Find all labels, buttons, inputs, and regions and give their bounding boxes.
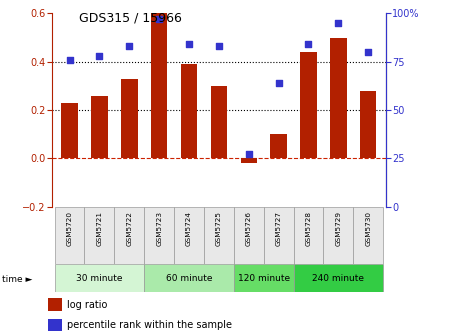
Text: 60 minute: 60 minute (166, 274, 212, 283)
Bar (174, 207, 204, 264)
Bar (48, 319, 62, 331)
Bar (114, 207, 144, 264)
Point (155, 16, 163, 22)
Point (185, 42, 193, 47)
Text: GDS315 / 15966: GDS315 / 15966 (79, 12, 181, 25)
Bar (121, 79, 137, 158)
Bar (360, 91, 376, 158)
Text: GSM5730: GSM5730 (365, 211, 371, 246)
Bar (211, 86, 227, 158)
Text: GSM5720: GSM5720 (66, 211, 73, 246)
Bar (353, 207, 383, 264)
Bar (234, 207, 264, 264)
Text: GSM5727: GSM5727 (276, 211, 282, 246)
Bar (323, 207, 353, 264)
Bar (241, 158, 257, 163)
Text: GSM5722: GSM5722 (126, 211, 132, 246)
Point (245, 152, 252, 157)
Text: log ratio: log ratio (67, 300, 107, 309)
Bar (234, 264, 294, 292)
Text: 120 minute: 120 minute (238, 274, 290, 283)
Bar (91, 95, 108, 158)
Point (215, 44, 222, 49)
Bar (144, 207, 174, 264)
Bar (144, 264, 234, 292)
Point (335, 20, 342, 26)
Text: GSM5729: GSM5729 (335, 211, 341, 246)
Bar (62, 103, 78, 158)
Text: GSM5723: GSM5723 (156, 211, 162, 246)
Bar (300, 52, 317, 158)
Point (66, 57, 73, 62)
Bar (264, 207, 294, 264)
Bar (204, 207, 234, 264)
Bar (294, 207, 323, 264)
Text: GSM5728: GSM5728 (305, 211, 312, 246)
Text: percentile rank within the sample: percentile rank within the sample (67, 320, 232, 330)
Text: 240 minute: 240 minute (313, 274, 364, 283)
Bar (294, 264, 383, 292)
Text: time ►: time ► (2, 275, 33, 284)
Bar (55, 207, 84, 264)
Point (126, 44, 133, 49)
Text: GSM5724: GSM5724 (186, 211, 192, 246)
Text: GSM5726: GSM5726 (246, 211, 252, 246)
Text: GSM5725: GSM5725 (216, 211, 222, 246)
Bar (55, 264, 144, 292)
Bar (48, 298, 62, 311)
Point (305, 42, 312, 47)
Bar (151, 13, 167, 158)
Point (275, 80, 282, 86)
Bar (330, 38, 347, 158)
Text: GSM5721: GSM5721 (97, 211, 102, 246)
Text: 30 minute: 30 minute (76, 274, 123, 283)
Point (96, 53, 103, 58)
Bar (84, 207, 114, 264)
Bar (270, 134, 287, 158)
Point (365, 49, 372, 55)
Bar (181, 64, 197, 158)
